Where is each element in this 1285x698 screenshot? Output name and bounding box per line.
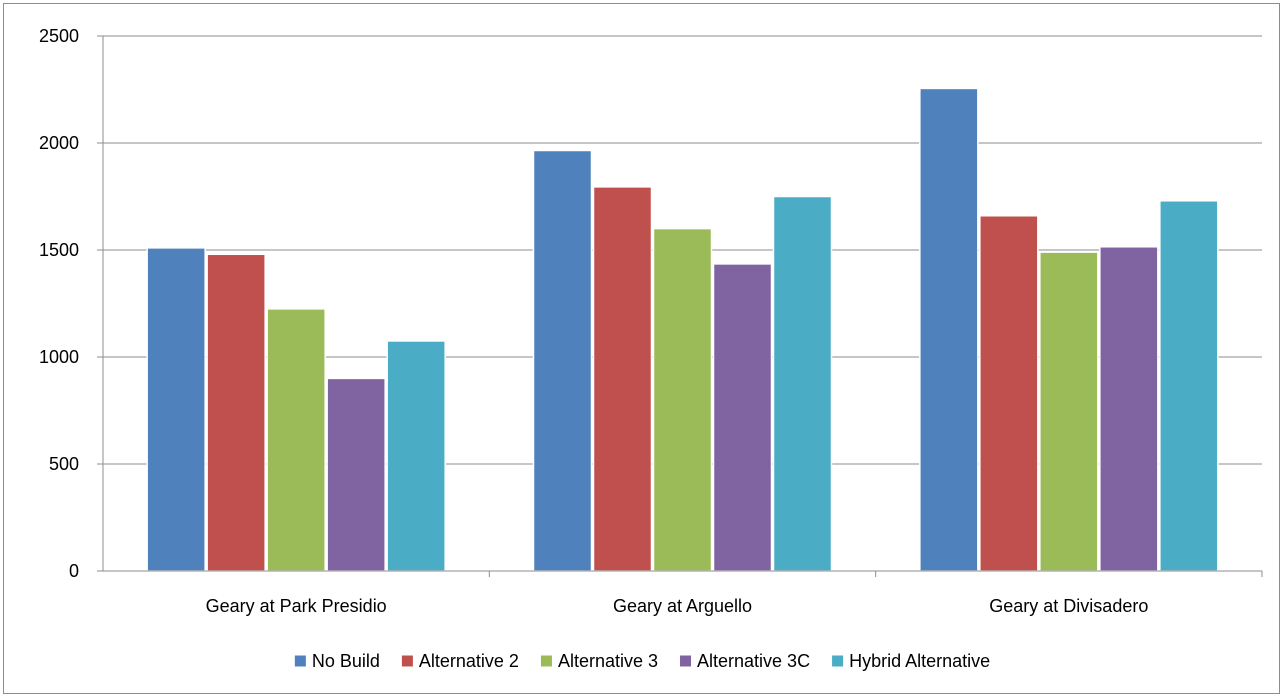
bar: [532, 149, 593, 572]
bar: [1039, 251, 1099, 572]
y-axis-tick-labels: 0 500 1000 1500 2000 2500: [39, 26, 79, 581]
legend-swatch: [832, 655, 844, 667]
x-tick-label: Geary at Park Presidio: [206, 596, 387, 616]
legend: No Build Alternative 2 Alternative 3 Altern…: [294, 651, 990, 671]
y-tick-label: 2500: [39, 26, 79, 46]
bar: [592, 186, 653, 572]
axes: [97, 35, 1263, 577]
legend-label: Hybrid Alternative: [849, 651, 990, 671]
y-tick-label: 2000: [39, 133, 79, 153]
bar: [979, 215, 1039, 572]
legend-label: Alternative 3: [558, 651, 658, 671]
bar: [712, 263, 773, 572]
bar: [386, 340, 446, 572]
bar: [772, 195, 833, 572]
bar: [146, 247, 206, 572]
legend-swatch: [401, 655, 413, 667]
bar: [1159, 200, 1219, 572]
y-tick-label: 1000: [39, 347, 79, 367]
bar: [326, 377, 386, 572]
legend-label: Alternative 2: [419, 651, 519, 671]
legend-label: Alternative 3C: [697, 651, 810, 671]
bar: [206, 253, 266, 572]
bars: [146, 87, 1219, 572]
x-tick-label: Geary at Divisadero: [989, 596, 1148, 616]
bar: [266, 308, 326, 572]
bar: [919, 87, 979, 572]
legend-label: No Build: [312, 651, 380, 671]
bar: [652, 227, 713, 572]
legend-swatch: [294, 655, 306, 667]
y-tick-label: 0: [69, 561, 79, 581]
x-tick-label: Geary at Arguello: [613, 596, 752, 616]
x-axis-tick-labels: Geary at Park Presidio Geary at Arguello G…: [206, 596, 1149, 616]
legend-swatch: [540, 655, 552, 667]
bar: [1099, 246, 1159, 572]
legend-swatch: [680, 655, 692, 667]
y-tick-label: 1500: [39, 240, 79, 260]
y-tick-label: 500: [49, 454, 79, 474]
